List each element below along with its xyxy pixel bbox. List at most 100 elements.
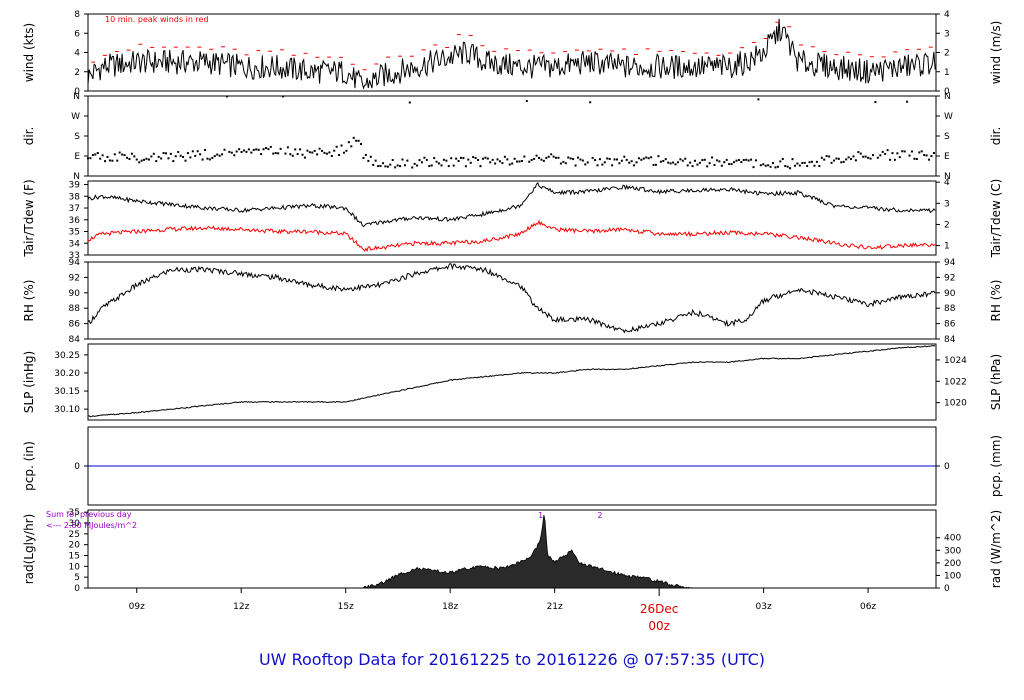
dir-point [355,139,358,142]
left-tick-label-rh: 86 [69,320,81,330]
dir-point [662,159,665,162]
dir-point [99,157,102,160]
dir-point [910,150,913,153]
dir-point [289,153,292,156]
dir-point [718,160,721,163]
dir-point [772,162,775,165]
dir-point [518,160,521,163]
dir-point [862,155,865,158]
left-axis-label-wind: wind (kts) [22,23,36,82]
dir-point [564,162,567,165]
dir-point [96,151,99,154]
dir-point [813,164,816,167]
dir-point [681,159,684,162]
dir-point [162,151,165,154]
panel-frame-rh [87,261,937,340]
left-tick-label-temp: 34 [69,239,81,249]
dir-point [360,143,363,146]
dir-point [586,161,589,164]
left-tick-label-temp: 35 [69,228,80,238]
dir-point [647,157,650,160]
dir-point [669,162,672,165]
dir-point [221,153,224,156]
dir-point [637,157,640,160]
dir-point [589,101,592,104]
dir-point [445,159,448,162]
left-tick-label-wind: 0 [74,87,80,97]
dir-point [767,164,770,167]
dir-point [725,158,728,161]
left-tick-label-slp: 30.15 [54,387,80,397]
dir-point [140,159,143,162]
left-axis-label-dir: dir. [22,127,36,146]
dir-point [484,156,487,159]
dir-point [686,164,689,167]
dir-point [379,165,382,168]
dir-point [615,158,618,161]
dir-point [711,156,714,159]
dir-point [416,164,419,167]
dir-point [486,157,489,160]
dir-point [737,158,740,161]
dir-point [374,159,377,162]
dir-point [537,156,540,159]
dir-point [216,153,219,156]
left-tick-label-rh: 92 [69,273,80,283]
dir-point [923,154,926,157]
dir-point [562,160,565,163]
dir-point [513,157,516,160]
dir-point [845,158,848,161]
left-tick-label-rad: 5 [74,573,80,583]
dir-point [820,156,823,159]
dir-point [628,161,631,164]
dir-point [399,165,402,168]
dir-point [601,163,604,166]
left-tick-label-temp: 33 [69,251,80,261]
dir-point [791,158,794,161]
dir-point [898,156,901,159]
dir-point [272,152,275,155]
dir-point [160,157,163,160]
dir-point [608,157,611,160]
x-tick-label: 12z [233,602,249,612]
series-tdew [87,219,936,253]
left-tick-label-temp: 36 [69,216,81,226]
dir-point [474,157,477,160]
right-axis-label-rh: RH (%) [989,280,1003,322]
dir-point [384,165,387,168]
dir-point [157,155,160,158]
dir-point [857,151,860,154]
dir-point [228,150,231,153]
dir-point [806,165,809,168]
dir-point [818,165,821,168]
dir-point [433,157,436,160]
dir-point [645,156,648,159]
x-tick-label: 06z [860,602,876,612]
dir-point [901,150,904,153]
dir-point [274,152,277,155]
dir-point [596,164,599,167]
left-tick-label-temp: 38 [69,192,81,202]
dir-point [362,156,365,159]
dir-point [255,148,258,151]
right-tick-label-rh: 84 [944,335,956,345]
dir-point [345,149,348,152]
left-tick-label-rh: 90 [69,289,81,299]
right-tick-label-dir: N [944,92,951,102]
dir-point [126,156,129,159]
left-tick-label-slp: 30.10 [54,405,80,415]
dir-point [776,165,779,168]
left-tick-label-slp: 30.25 [54,351,80,361]
dir-point [194,154,197,157]
dir-point [591,156,594,159]
left-tick-label-wind: 2 [74,68,80,78]
right-tick-label-rad: 400 [944,534,961,544]
right-tick-label-dir: W [944,112,953,122]
dir-point [530,158,533,161]
right-axis-label-dir: dir. [989,127,1003,146]
dir-point [179,154,182,157]
dir-point [225,95,228,98]
dir-point [481,157,484,160]
dir-point [633,164,636,167]
dir-point [694,159,697,162]
